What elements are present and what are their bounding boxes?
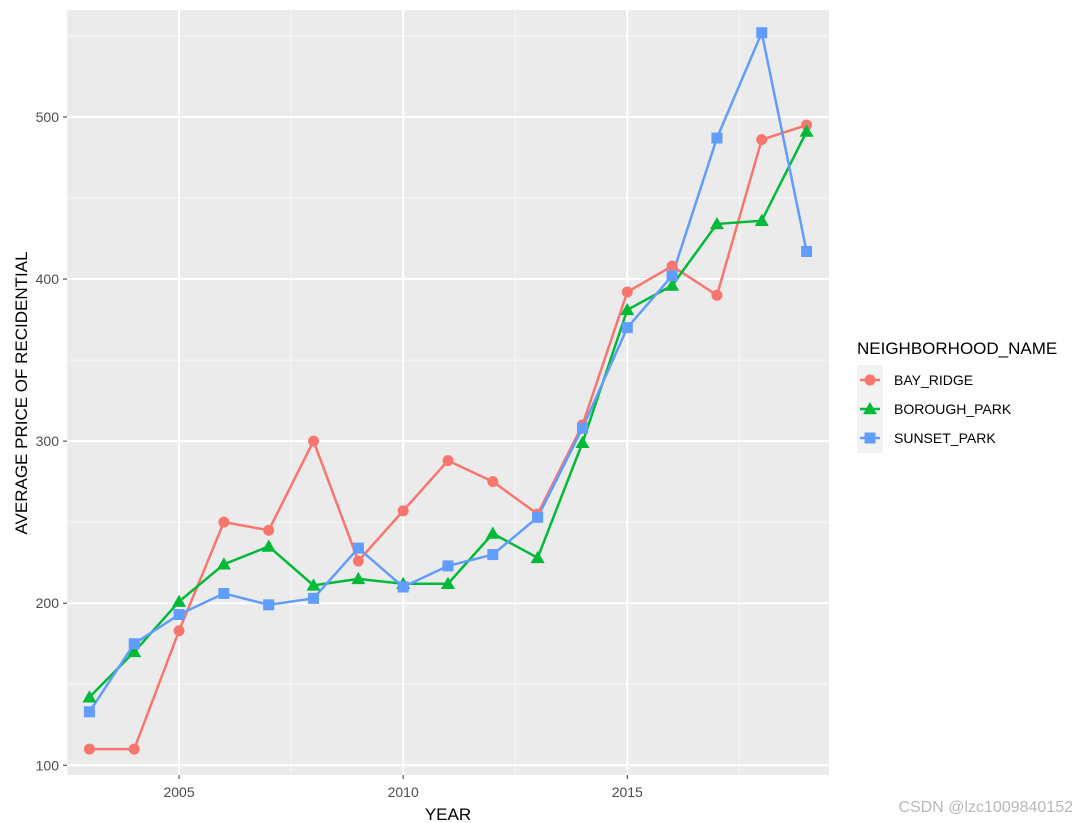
point-sunset-park: [218, 587, 230, 599]
point-bay-ridge: [397, 505, 409, 517]
point-sunset-park: [263, 599, 275, 611]
legend-title: NEIGHBORHOOD_NAME: [857, 339, 1057, 358]
x-tick-label: 2010: [388, 784, 419, 800]
point-borough-park: [799, 124, 814, 137]
legend-label-bay-ridge: BAY_RIDGE: [894, 372, 973, 388]
legend-marker-sunset-park: [864, 432, 876, 444]
x-axis-label: YEAR: [425, 805, 471, 823]
point-borough-park: [127, 644, 142, 658]
point-bay-ridge: [442, 455, 454, 467]
watermark: CSDN @lzc1009840152: [898, 799, 1073, 816]
point-bay-ridge: [128, 743, 140, 755]
point-borough-park: [754, 213, 769, 226]
point-bay-ridge: [711, 289, 723, 301]
y-axis: 100 200 300 400 500: [36, 109, 67, 773]
point-bay-ridge: [218, 516, 230, 528]
point-borough-park: [441, 576, 455, 589]
legend-marker-borough-park: [863, 402, 877, 415]
point-borough-park: [665, 278, 680, 291]
x-tick-label: 2005: [163, 784, 194, 800]
grid-minor: [66, 10, 829, 775]
point-sunset-park: [308, 592, 320, 604]
x-tick-label: 2015: [612, 784, 643, 800]
point-bay-ridge: [173, 625, 185, 637]
legend-label-sunset-park: SUNSET_PARK: [894, 430, 996, 446]
point-sunset-park: [711, 132, 723, 144]
y-tick-label: 300: [36, 433, 60, 449]
point-sunset-park: [352, 542, 364, 554]
point-borough-park: [351, 571, 366, 585]
point-bay-ridge: [308, 435, 320, 447]
point-sunset-park: [128, 638, 140, 650]
point-borough-park: [575, 435, 590, 448]
point-borough-park: [709, 216, 724, 230]
point-sunset-park: [487, 549, 499, 561]
point-sunset-park: [532, 511, 544, 523]
point-sunset-park: [442, 560, 454, 572]
point-sunset-park: [576, 422, 588, 434]
point-sunset-park: [666, 270, 678, 282]
point-borough-park: [485, 526, 500, 539]
point-sunset-park: [621, 322, 633, 334]
y-tick-label: 500: [36, 109, 60, 125]
point-sunset-park: [801, 245, 813, 257]
point-sunset-park: [756, 27, 768, 39]
point-bay-ridge: [83, 743, 95, 755]
point-sunset-park: [397, 581, 409, 593]
grid-major: [67, 10, 829, 775]
legend-marker-bay-ridge: [864, 374, 876, 386]
point-sunset-park: [173, 609, 185, 621]
point-bay-ridge: [621, 286, 633, 298]
point-borough-park: [306, 578, 321, 591]
point-borough-park: [172, 594, 187, 607]
x-axis: 2005 2010 2015: [163, 775, 643, 800]
legend: NEIGHBORHOOD_NAME BAY_RIDGE BOROUGH_PARK S…: [857, 339, 1057, 453]
point-bay-ridge: [756, 134, 768, 146]
point-bay-ridge: [263, 524, 275, 536]
point-bay-ridge: [352, 555, 364, 567]
plot-panel: [67, 10, 829, 775]
point-borough-park: [530, 550, 545, 564]
point-borough-park: [620, 302, 635, 316]
point-sunset-park: [83, 706, 95, 718]
legend-label-borough-park: BOROUGH_PARK: [894, 401, 1012, 417]
series-points: [82, 27, 814, 755]
point-borough-park: [261, 539, 276, 552]
point-borough-park: [216, 557, 231, 570]
y-axis-label: AVERAGE PRICE OF RECIDENTIAL: [12, 251, 31, 534]
point-bay-ridge: [487, 476, 499, 488]
point-borough-park: [82, 690, 97, 703]
y-tick-label: 200: [36, 595, 60, 611]
y-tick-label: 100: [36, 757, 60, 773]
point-bay-ridge: [666, 260, 678, 272]
y-tick-label: 400: [36, 271, 60, 287]
